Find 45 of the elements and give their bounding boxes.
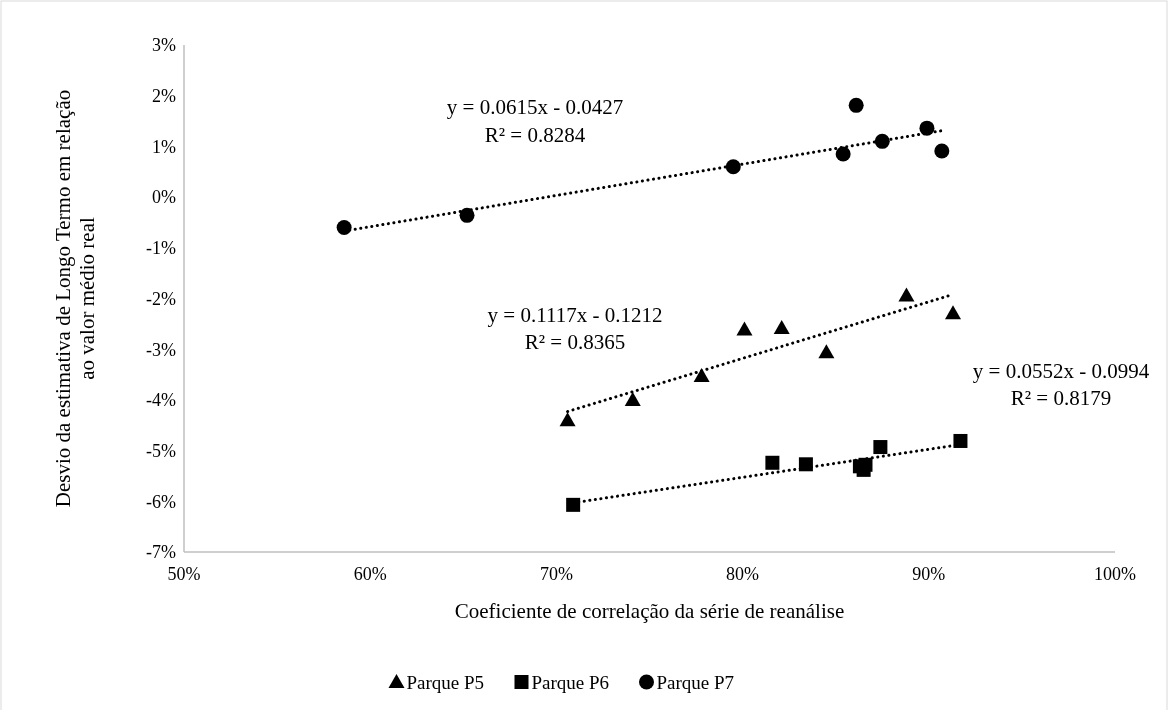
y-tick-label: -2% [146,288,176,309]
point [898,287,915,302]
y-tick-label: 2% [152,86,176,106]
y-tick-label: 1% [152,136,176,157]
x-tick-label: 60% [353,564,387,584]
annotation: R² = 0.8365 [524,330,626,355]
y-tick-label: -3% [146,339,176,360]
point [874,133,890,149]
point [873,440,888,455]
annotation: y = 0.0615x - 0.0427 [446,95,624,120]
annotation: y = 0.0552x - 0.0994 [972,359,1150,384]
point [336,220,352,236]
point [818,344,835,359]
y-tick-label: -1% [146,238,176,259]
y-tick-label: -7% [146,542,176,563]
y-tick-label: -6% [146,491,176,512]
x-tick-label: 70% [539,564,573,584]
x-tick-label: 100% [1094,564,1136,584]
legend-label: Parque P5 [406,671,485,693]
point [773,319,790,334]
x-tick-label: 90% [912,564,946,584]
y-tick-label: -5% [146,440,176,461]
y-tick-label: 0% [152,187,176,208]
x-tick-label: 50% [167,564,201,584]
x-axis-title: Coeficiente de correlação da série de reanálise [454,599,845,623]
x-tick-label: 80% [726,564,760,584]
point [945,305,962,320]
point [693,368,710,383]
annotation: R² = 0.8284 [484,123,586,148]
y-axis-title: Desvio da estimativa de Longo Termo em relação ao valor médio real [51,89,100,508]
point [559,412,576,427]
point [848,97,864,113]
y-tick-label: 3% [152,35,176,56]
point [566,497,581,512]
point [736,321,753,336]
point [765,455,780,470]
annotation: R² = 0.8179 [1010,386,1112,411]
legend-label: Parque P7 [656,671,735,693]
point [624,391,641,406]
point [835,146,851,162]
point [953,433,968,448]
legend-label: Parque P6 [531,671,610,693]
y-tick-label: -4% [146,390,176,411]
annotation: y = 0.1117x - 0.1212 [487,303,663,328]
point [934,143,950,159]
